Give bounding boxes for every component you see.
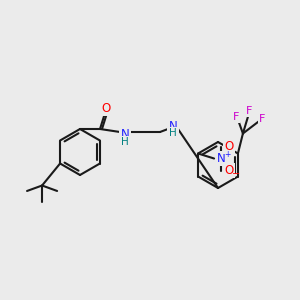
Text: +: + [224, 150, 231, 159]
Text: −: − [232, 169, 240, 179]
Text: H: H [169, 128, 177, 138]
Text: O: O [224, 164, 234, 177]
Text: O: O [224, 140, 234, 153]
Text: F: F [259, 113, 265, 124]
Text: N: N [169, 119, 177, 133]
Text: N: N [121, 128, 129, 142]
Text: F: F [246, 106, 252, 116]
Text: O: O [101, 101, 111, 115]
Text: F: F [233, 112, 239, 122]
Text: N: N [217, 152, 226, 165]
Text: H: H [121, 137, 129, 147]
